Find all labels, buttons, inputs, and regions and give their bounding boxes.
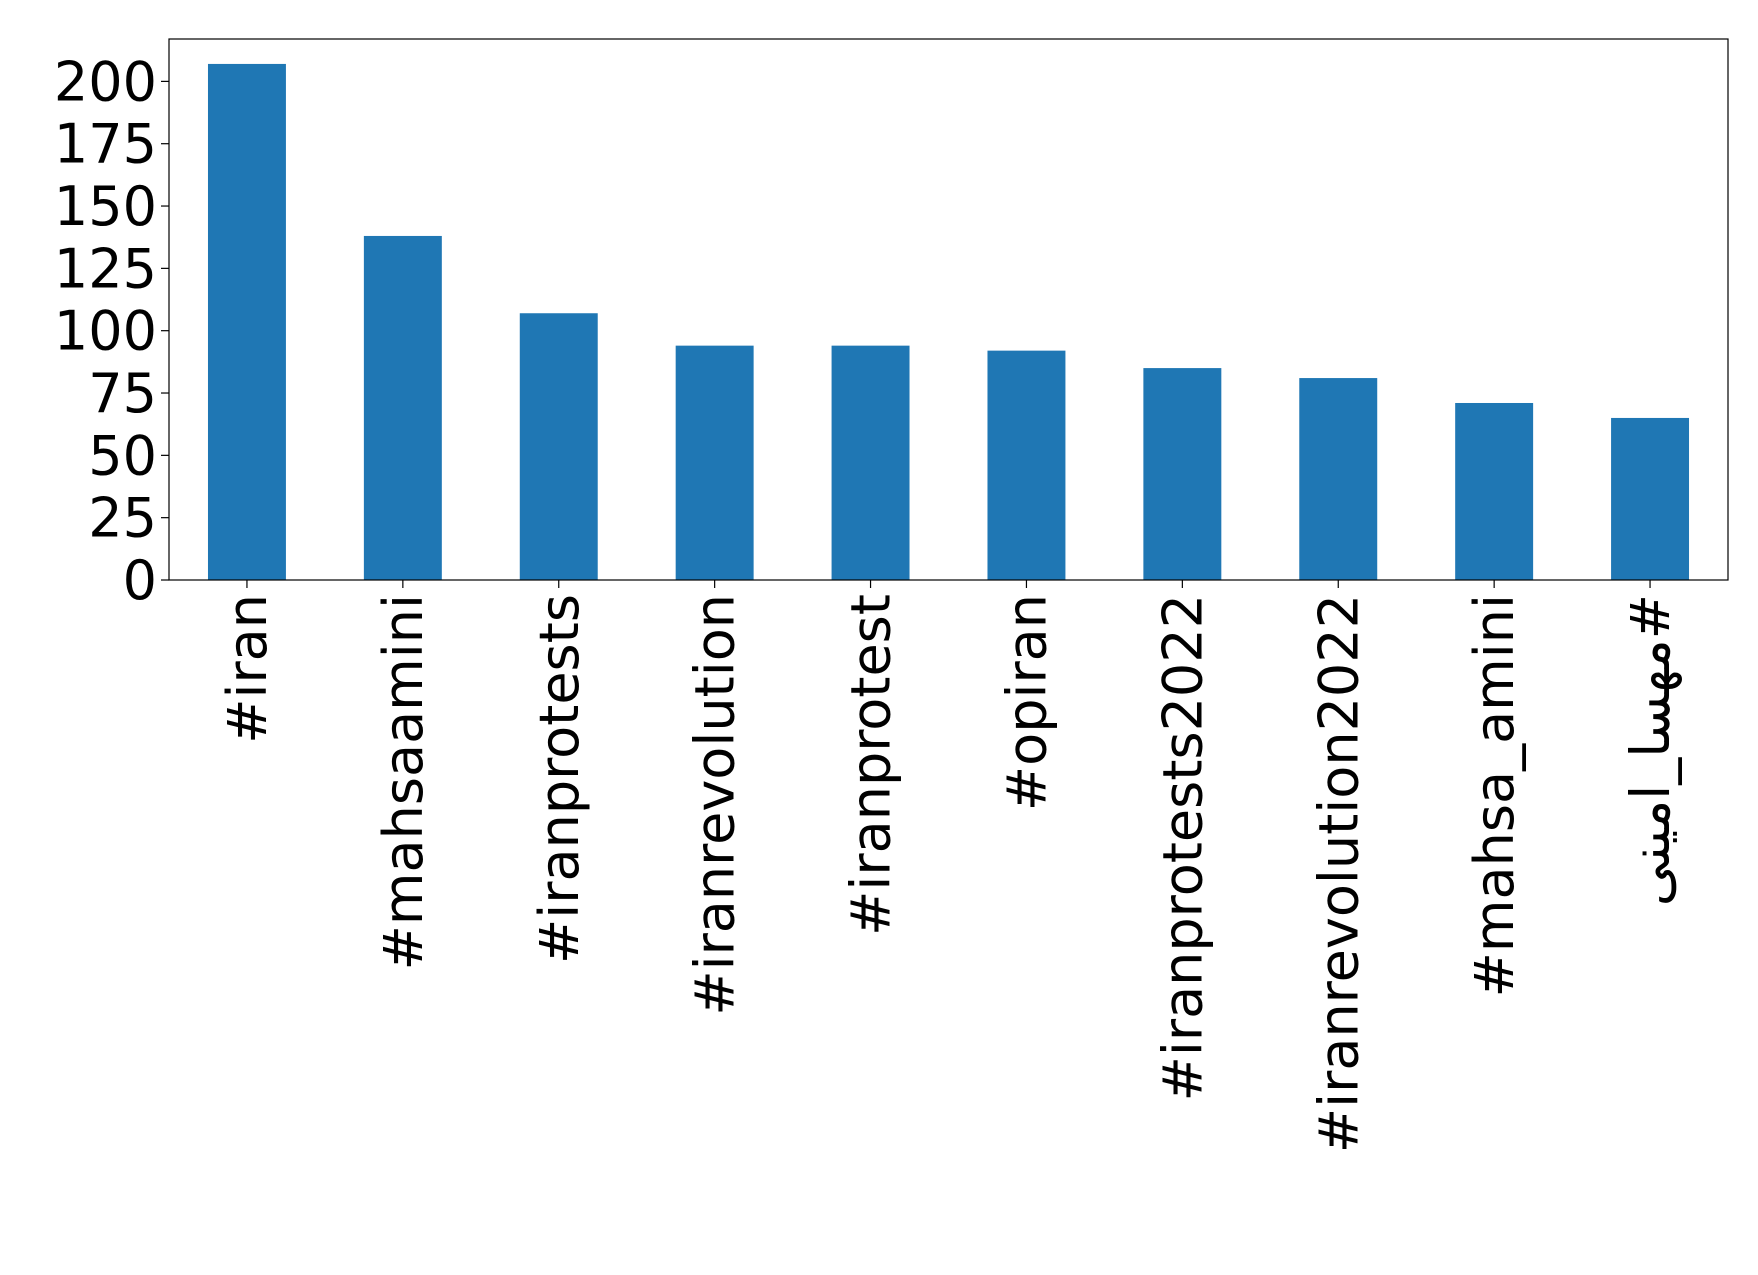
x-tick-label: #mahsaamini <box>372 594 435 970</box>
x-tick-label: #opiran <box>995 594 1058 811</box>
y-tick-label: 25 <box>88 487 157 550</box>
x-tick-label: #iranrevolution2022 <box>1307 594 1370 1153</box>
y-tick-label: 200 <box>54 50 157 113</box>
x-tick-label: #مهسا_امینی <box>1619 594 1682 906</box>
x-tick-label: #iranprotests2022 <box>1151 594 1214 1101</box>
x-tick-label: #iranrevolution <box>684 594 747 1016</box>
bar <box>831 345 910 580</box>
y-tick-label: 0 <box>123 549 157 612</box>
bar <box>207 63 286 581</box>
x-tick-label: #iranprotests <box>528 594 591 964</box>
y-tick-label: 175 <box>54 113 157 176</box>
y-tick-label: 125 <box>54 237 157 300</box>
plot-frame <box>168 38 1729 581</box>
y-tick-label: 50 <box>88 424 157 487</box>
x-tick-label: #iran <box>216 594 279 744</box>
y-tick-label: 100 <box>54 300 157 363</box>
x-tick-label: #mahsa_amini <box>1463 594 1526 997</box>
x-tick-label: #iranprotest <box>840 594 903 936</box>
bar <box>1299 378 1378 580</box>
bar <box>675 345 754 580</box>
bar <box>987 350 1066 580</box>
bar <box>1143 368 1222 580</box>
bar <box>519 313 598 580</box>
y-tick-label: 75 <box>88 362 157 425</box>
y-tick-label: 150 <box>54 175 157 238</box>
bar <box>1611 417 1690 580</box>
bar <box>1455 402 1534 580</box>
bar <box>363 235 442 580</box>
